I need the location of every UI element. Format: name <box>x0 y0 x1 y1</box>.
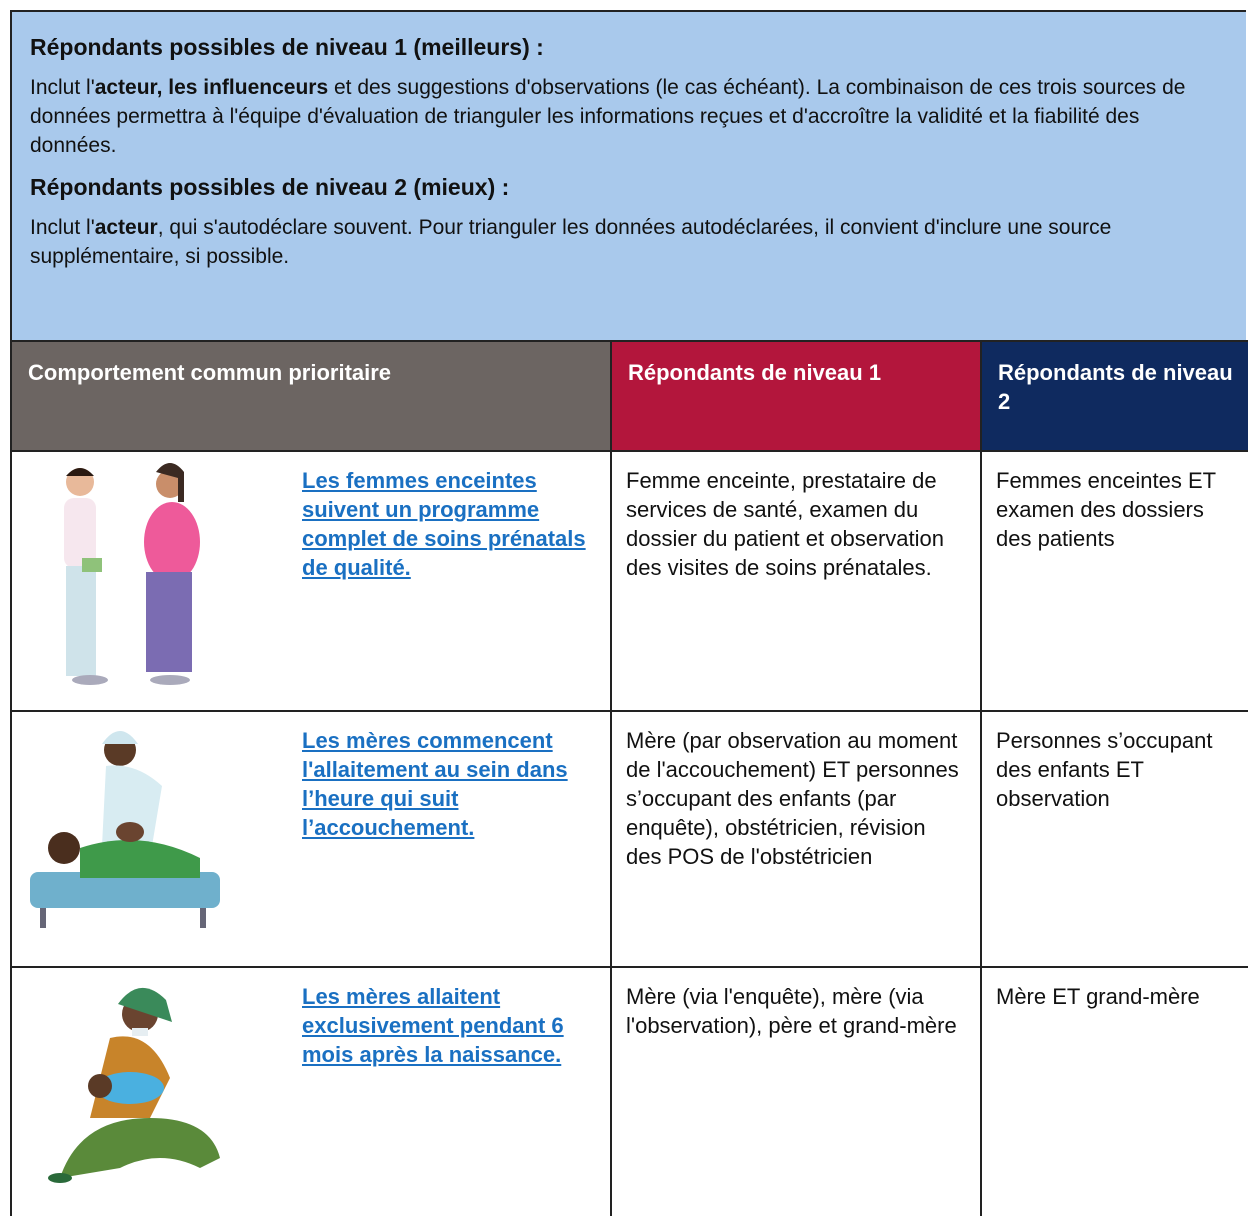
level1-title: Répondants possibles de niveau 1 (meille… <box>30 34 544 60</box>
row: Les femmes enceintes suivent un programm… <box>10 450 1248 712</box>
behavior-cell: Les mères commencent l'allaitement au se… <box>10 710 612 968</box>
illustration-exclusive-breastfeeding <box>48 987 220 1183</box>
header-row: Comportement commun prioritaire Répondan… <box>10 340 1248 452</box>
header-cell: Comportement commun prioritaire <box>10 340 612 452</box>
illustration-breastfeeding-birth <box>30 731 220 928</box>
level1-cell: Femme enceinte, prestataire de services … <box>610 450 982 712</box>
bold-text: acteur <box>94 216 158 239</box>
text: et des suggestions d'observations (le ca… <box>30 76 1186 157</box>
level2-title: Répondants possibles de niveau 2 (mieux)… <box>30 174 510 200</box>
behavior-table: Comportement commun prioritaire Répondan… <box>10 340 1248 1216</box>
level2-text: Inclut l'acteur, qui s'autodéclare souve… <box>30 213 1228 271</box>
row: Les mères commencent l'allaitement au se… <box>10 710 1248 968</box>
illustration-prenatal <box>64 463 200 685</box>
row: Les mères allaitent exclusivement pendan… <box>10 966 1248 1216</box>
bold-text: acteur, les influenceurs <box>94 76 329 99</box>
text: , qui s'autodéclare souvent. Pour triang… <box>30 216 1112 268</box>
behavior-link[interactable]: Les mères commencent l'allaitement au se… <box>302 728 568 840</box>
respondents-box: Répondants possibles de niveau 1 (meille… <box>10 10 1246 340</box>
level2-cell: Femmes enceintes ET examen des dossiers … <box>980 450 1248 712</box>
header-cell: Répondants de niveau 1 <box>610 340 982 452</box>
behavior-link[interactable]: Les femmes enceintes suivent un programm… <box>302 468 586 580</box>
level1-text: Inclut l'acteur, les influenceurs et des… <box>30 73 1228 160</box>
behavior-cell: Les femmes enceintes suivent un programm… <box>10 450 612 712</box>
text: Inclut l' <box>30 76 95 99</box>
behavior-link[interactable]: Les mères allaitent exclusivement pendan… <box>302 984 564 1067</box>
header-cell: Répondants de niveau 2 <box>980 340 1248 452</box>
cropped-heading <box>0 0 1248 10</box>
level2-cell: Personnes s’occupant des enfants ET obse… <box>980 710 1248 968</box>
level1-cell: Mère (via l'enquête), mère (via l'observ… <box>610 966 982 1216</box>
text: Inclut l' <box>30 216 95 239</box>
level2-cell: Mère ET grand-mère <box>980 966 1248 1216</box>
behavior-cell: Les mères allaitent exclusivement pendan… <box>10 966 612 1216</box>
level1-cell: Mère (par observation au moment de l'acc… <box>610 710 982 968</box>
